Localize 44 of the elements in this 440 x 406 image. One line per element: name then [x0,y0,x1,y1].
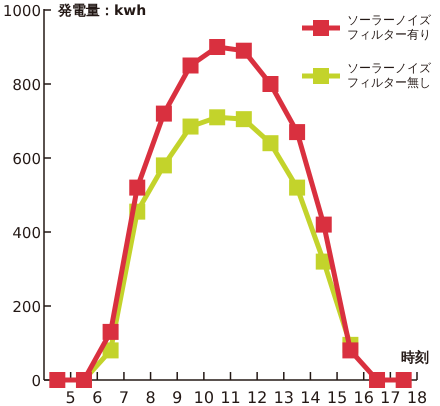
x-tick-label: 15 [326,388,348,406]
point [49,372,66,388]
x-tick-label: 7 [118,388,130,406]
y-tick-label: 400 [12,224,41,242]
legend-label: ソーラーノイズフィルター無し [347,61,432,90]
point [342,342,358,358]
y-tick-label: 0 [31,372,41,390]
point [102,342,119,358]
x-tick-label: 10 [194,388,214,406]
x-tick-label: 18 [406,388,428,406]
point [316,216,332,233]
x-tick-label: 12 [246,388,268,406]
x-tick-label: 17 [380,388,401,406]
y-tick-label: 1000 [2,2,41,20]
x-tick-label: 5 [66,388,76,406]
point [236,42,252,59]
point [156,106,172,122]
x-tick-label: 6 [92,388,102,406]
x-tick-label: 8 [145,388,156,406]
point [209,39,226,55]
y-tick-label: 600 [12,150,41,168]
point [289,124,306,140]
y-axis-title: 発電量：kwh [57,3,146,19]
point [156,157,172,174]
point [396,372,412,388]
x-tick-label: 9 [172,388,182,406]
point [182,58,199,74]
point [262,135,278,152]
x-tick-label: 13 [274,388,294,406]
point [182,118,199,135]
point [236,111,252,128]
x-tick-label: 14 [300,388,321,406]
point [369,372,386,388]
point [209,109,226,126]
legend-label: ソーラーノイズフィルター有り [347,13,432,42]
point [262,76,278,92]
point [289,180,306,196]
y-tick-label: 200 [12,298,41,316]
y-tick-label: 800 [12,76,41,94]
x-tick-label: 16 [354,388,374,406]
x-axis-title: 時刻 [401,349,429,366]
point [102,324,119,340]
point [129,180,146,196]
x-tick-label: 11 [220,388,241,406]
